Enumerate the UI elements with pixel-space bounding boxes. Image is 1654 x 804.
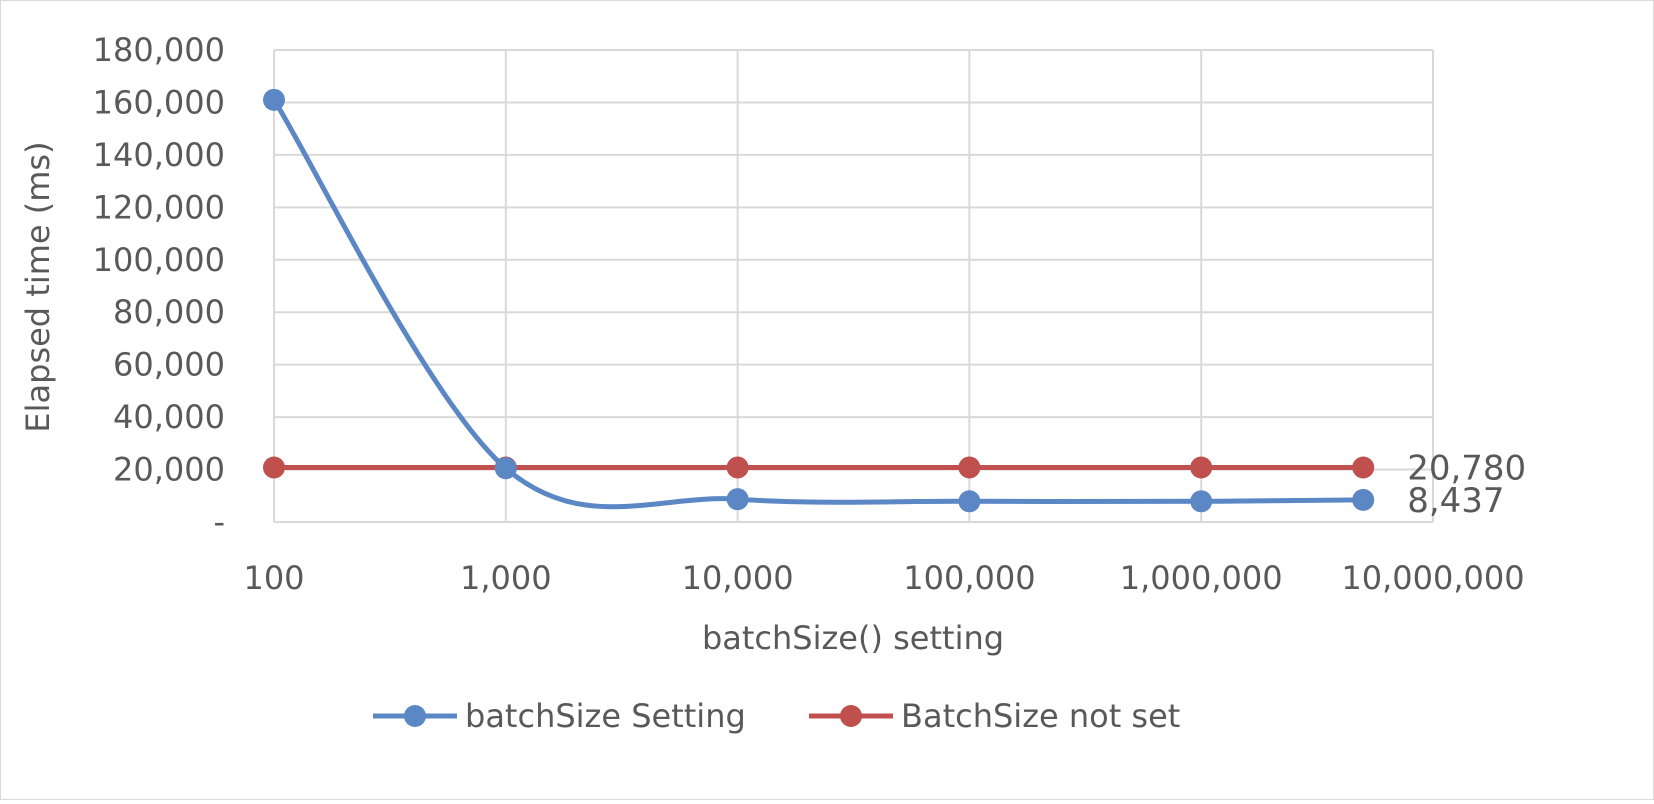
legend: batchSize Setting BatchSize not set (373, 697, 1180, 735)
series-group (263, 88, 1375, 513)
y-axis-tick-labels: - 20,000 40,000 60,000 80,000 100,000 120,000 1… (93, 31, 225, 541)
data-point (1352, 456, 1375, 479)
y-tick-label: 100,000 (93, 241, 225, 279)
x-axis-tick-labels: 100 1,000 10,000 100,000 1,000,000 10,000,000 (243, 559, 1524, 597)
y-tick-label: 20,000 (113, 451, 225, 489)
data-label: 8,437 (1407, 481, 1504, 521)
y-tick-label: 140,000 (93, 136, 225, 174)
legend-swatch-marker (840, 705, 862, 727)
x-tick-label: 100,000 (903, 559, 1035, 597)
data-label: 20,780 (1407, 449, 1526, 489)
data-point (958, 456, 981, 479)
x-tick-label: 10,000,000 (1341, 559, 1524, 597)
x-tick-label: 100 (243, 559, 304, 597)
data-point (494, 457, 517, 480)
x-tick-label: 10,000 (682, 559, 794, 597)
y-tick-label: 120,000 (93, 188, 225, 226)
data-point (726, 456, 749, 479)
y-tick-label: 180,000 (93, 31, 225, 69)
y-tick-label: 80,000 (113, 293, 225, 331)
series-line (271, 97, 1366, 510)
x-tick-label: 1,000,000 (1120, 559, 1283, 597)
data-point (726, 488, 749, 511)
y-tick-label: 160,000 (93, 83, 225, 121)
data-point (1190, 456, 1213, 479)
data-point (958, 490, 981, 513)
data-point (1352, 488, 1375, 511)
y-axis-title: Elapsed time (ms) (19, 141, 57, 432)
legend-swatch-marker (404, 705, 426, 727)
gridlines (273, 49, 1434, 523)
data-point (263, 456, 285, 479)
y-tick-label: 40,000 (113, 398, 225, 436)
x-tick-label: 1,000 (460, 559, 552, 597)
y-tick-label: 60,000 (113, 346, 225, 384)
x-axis-title: batchSize() setting (702, 619, 1004, 657)
data-point (1190, 490, 1213, 513)
data-point (263, 88, 285, 111)
legend-label: batchSize Setting (465, 697, 746, 735)
y-tick-label: - (213, 503, 225, 541)
legend-label: BatchSize not set (901, 697, 1180, 735)
